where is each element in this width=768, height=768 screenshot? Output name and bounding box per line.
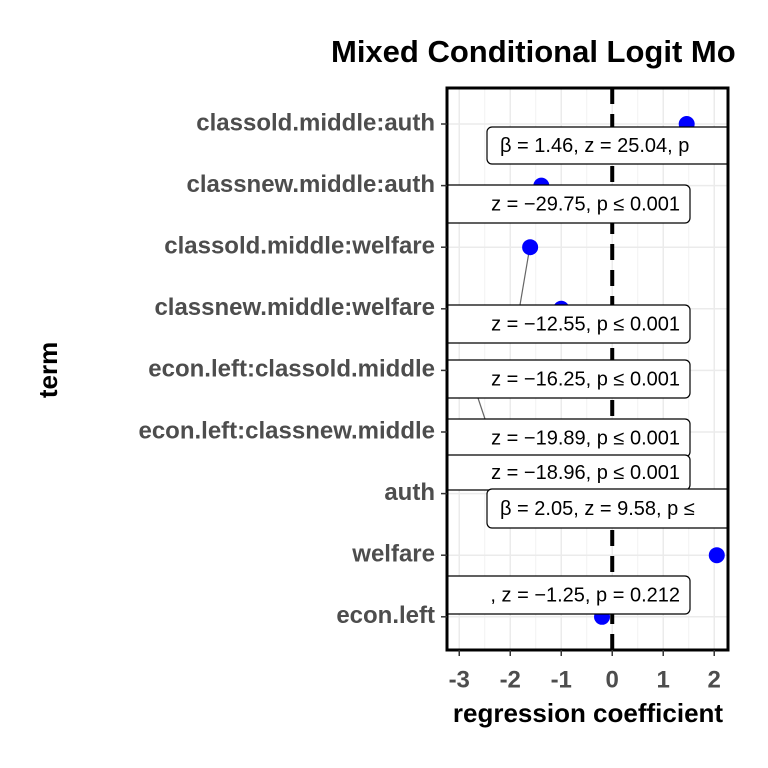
value-label: β = 2.05, z = 9.58, p ≤ [500,498,695,520]
value-label: , z = −1.25, p = 0.212 [490,584,680,606]
panel-border [445,86,730,652]
label-connector [477,397,486,420]
value-label: z = −18.96, p ≤ 0.001 [491,462,680,484]
y-axis-label: term [33,342,63,398]
y-tick-label: econ.left:classnew.middle [138,417,435,444]
y-tick-label: classnew.middle:welfare [154,294,435,321]
y-tick-label: classold.middle:auth [196,109,435,136]
y-tick-label: econ.left:classold.middle [148,356,435,383]
point [708,547,725,564]
value-label: z = −19.89, p ≤ 0.001 [491,427,680,449]
chart-title: Mixed Conditional Logit Mo [331,34,736,69]
label-box [447,184,691,224]
label-connector [519,245,531,306]
x-tick-label: 1 [657,666,670,693]
x-axis-label: regression coefficient [453,698,724,728]
value-label: z = −29.75, p ≤ 0.001 [491,193,680,215]
label-box [447,304,691,344]
y-tick-label: classnew.middle:auth [186,171,435,198]
label-box [486,126,728,165]
label-box [447,359,691,399]
x-tick-label: -1 [551,666,572,693]
x-tick-label: -3 [449,666,470,693]
label-box [486,488,728,529]
y-tick-label: welfare [351,541,435,568]
label-box [447,575,691,615]
value-label: z = −16.25, p ≤ 0.001 [491,368,680,390]
point [522,239,539,256]
value-label: β = 1.46, z = 25.04, p [500,135,689,157]
plot-area: β = 1.46, z = 25.04, p z = −29.75, p ≤ 0.… [447,88,728,650]
x-tick-label: 2 [708,666,721,693]
x-tick-label: 0 [606,666,619,693]
y-tick-label: classold.middle:welfare [164,233,435,260]
y-tick-label: auth [384,479,435,506]
y-tick-label: econ.left [336,602,435,629]
value-label: z = −12.55, p ≤ 0.001 [491,313,680,335]
x-tick-label: -2 [500,666,521,693]
